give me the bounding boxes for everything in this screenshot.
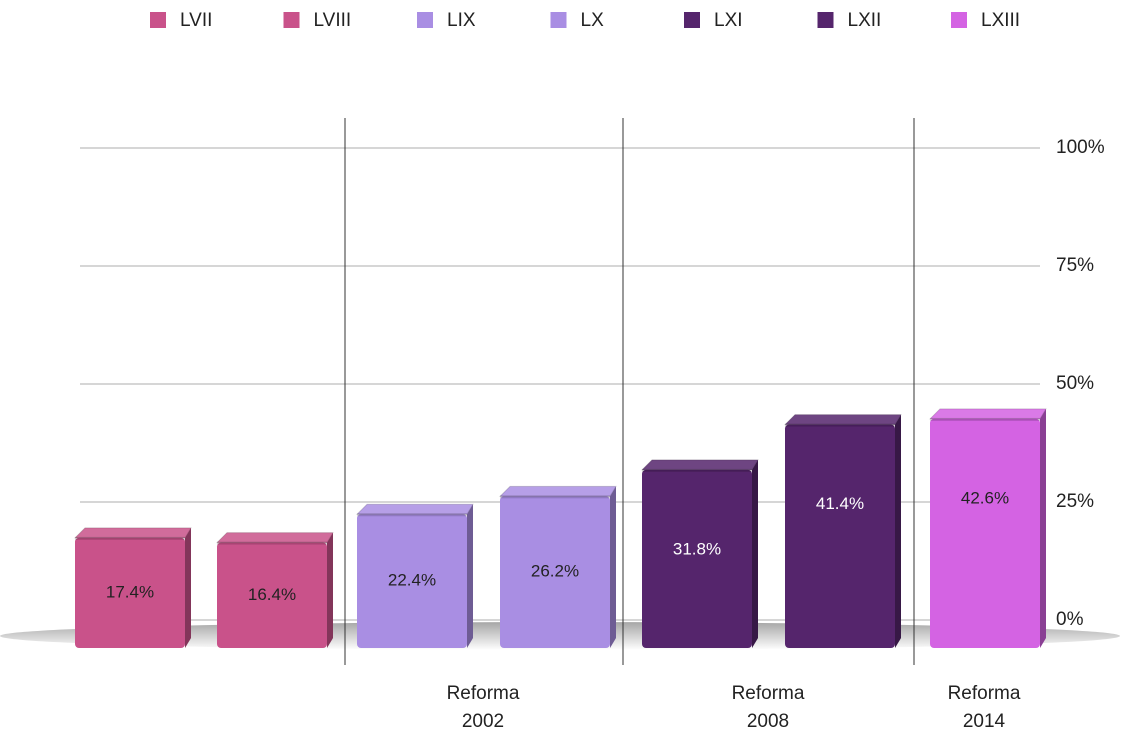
bar-side — [467, 504, 473, 648]
bar — [217, 542, 327, 648]
bar-group: 42.6% — [928, 408, 1047, 648]
bar-group: 31.8% — [640, 459, 759, 648]
bar-top — [498, 485, 617, 497]
value-label: 31.8% — [673, 539, 721, 558]
legend-label: LXI — [714, 10, 743, 31]
bar-top-shade — [500, 495, 610, 499]
legend-swatch — [150, 12, 166, 28]
annotation: 2014 — [963, 711, 1006, 732]
bar — [75, 537, 185, 648]
legend-swatch — [417, 12, 433, 28]
legend-label: LIX — [447, 10, 476, 31]
bar-top-shade — [642, 468, 752, 472]
bar-top — [640, 459, 759, 471]
bar-top-shade — [930, 417, 1040, 421]
bar — [930, 418, 1040, 648]
bar-side-shade — [752, 459, 758, 648]
bar-side — [327, 532, 333, 648]
bar-top — [928, 408, 1047, 420]
bar-top — [355, 503, 474, 515]
value-label: 42.6% — [961, 488, 1009, 507]
legend-label: LXIII — [981, 10, 1020, 31]
bar-side — [752, 459, 758, 648]
annotation: Reforma — [948, 683, 1021, 704]
value-label: 16.4% — [248, 585, 296, 604]
annotation: Reforma — [732, 683, 805, 704]
legend-swatch — [684, 12, 700, 28]
bar-top-shade — [75, 536, 185, 540]
annotation: 2002 — [462, 711, 504, 732]
bar-side-shade — [1040, 408, 1046, 648]
bar-side — [185, 527, 191, 648]
annotation: 2008 — [747, 711, 789, 732]
bar-top-shade — [785, 423, 895, 427]
bar-group: 41.4% — [783, 414, 902, 648]
bar-top — [215, 532, 334, 544]
y-tick-label: 25% — [1056, 491, 1094, 512]
legend-swatch — [817, 12, 834, 28]
legend-label: LVII — [180, 10, 212, 31]
bar-side-shade — [467, 504, 473, 648]
value-label: 17.4% — [106, 582, 154, 601]
bar-side-shade — [610, 486, 616, 648]
legend-label: LXII — [848, 10, 882, 31]
bar-side-shade — [895, 414, 901, 648]
bar-side — [1040, 408, 1046, 648]
bar-side-shade — [327, 532, 333, 648]
y-tick-label: 75% — [1056, 255, 1094, 276]
bar-group: 26.2% — [498, 485, 617, 648]
legend-swatch — [951, 12, 967, 28]
bar-side — [610, 486, 616, 648]
y-tick-label: 100% — [1056, 137, 1105, 158]
legend-swatch — [283, 12, 300, 28]
legend-swatch — [550, 12, 567, 28]
bar-side — [895, 414, 901, 648]
bar-group: 16.4% — [215, 532, 334, 648]
bar-top — [783, 414, 902, 426]
bar — [357, 514, 467, 648]
y-tick-label: 50% — [1056, 373, 1094, 394]
bar-group: 22.4% — [355, 503, 474, 648]
bar-top — [73, 527, 192, 539]
bar-side-shade — [185, 527, 191, 648]
bar-group: 17.4% — [73, 527, 192, 648]
bar-top-shade — [357, 513, 467, 517]
y-tick-label: 0% — [1056, 609, 1084, 630]
value-label: 41.4% — [816, 494, 864, 513]
bar — [500, 496, 610, 648]
bar — [785, 424, 895, 648]
legend-label: LX — [581, 10, 605, 31]
value-label: 26.2% — [531, 562, 579, 581]
value-label: 22.4% — [388, 571, 436, 590]
annotation: Reforma — [447, 683, 520, 704]
legend-label: LVIII — [314, 10, 352, 31]
bar — [642, 469, 752, 648]
bar-top-shade — [217, 541, 327, 545]
